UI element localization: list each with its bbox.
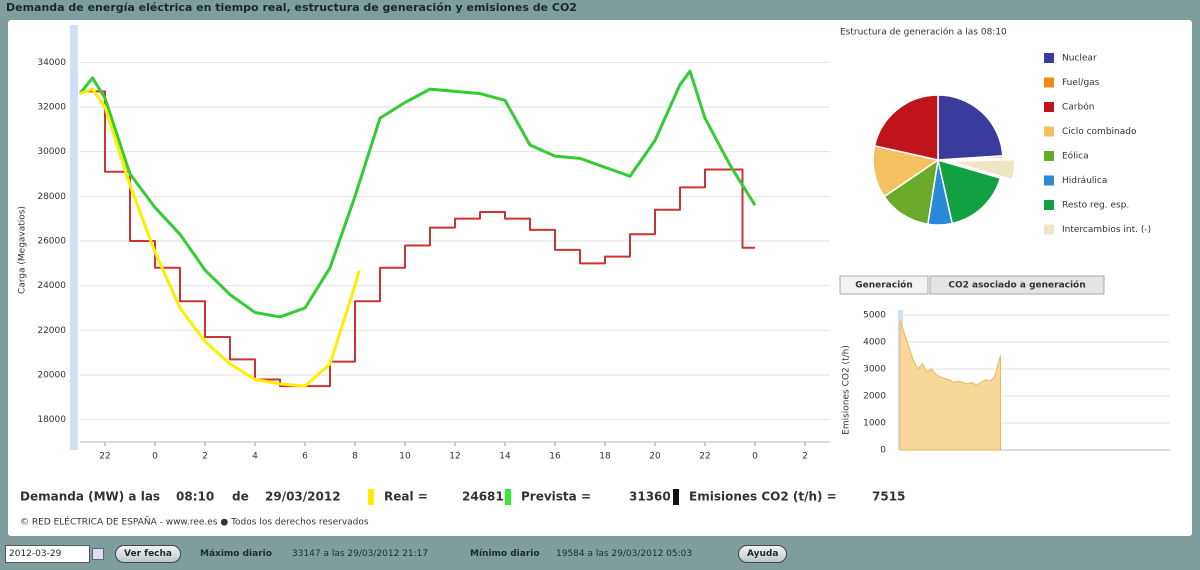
summary-item-label: Real = (384, 490, 428, 504)
pie-slice (936, 158, 1002, 225)
toolbar: 2012-03-29 Ver fecha Máximo diario 33147… (0, 540, 1200, 570)
summary-date: 29/03/2012 (265, 490, 341, 504)
help-button[interactable]: Ayuda (738, 545, 788, 563)
max-value: 33147 a las 29/03/2012 21:17 (292, 549, 429, 559)
min-value: 19584 a las 29/03/2012 05:03 (556, 549, 693, 559)
legend-swatch (1044, 175, 1054, 186)
date-button[interactable]: Ver fecha (115, 545, 181, 563)
x-tick-label: 4 (252, 452, 258, 462)
legend-label: Hidráulica (1062, 176, 1107, 186)
y-tick-label: 24000 (37, 281, 66, 291)
summary-item-value: 24681 (462, 490, 504, 504)
x-tick-label: 2 (802, 452, 808, 462)
pie-title: Estructura de generación a las 08:10 (840, 27, 1007, 38)
y-tick-label: 32000 (37, 103, 66, 113)
summary-item-value: 31360 (629, 490, 671, 504)
summary: Demanda (MW) a las 08:10 de 29/03/2012 (20, 490, 341, 504)
calendar-icon[interactable] (92, 548, 104, 560)
legend-swatch (673, 489, 679, 505)
axis-band (70, 25, 78, 450)
y-tick-label: 2000 (863, 392, 886, 402)
tab[interactable] (839, 275, 929, 295)
legend-swatch (1044, 151, 1054, 161)
pie-slice (873, 94, 939, 161)
pie-slice (937, 155, 1004, 161)
x-tick-label: 8 (352, 452, 358, 462)
y-tick-label: 4000 (863, 338, 886, 348)
tab-label[interactable]: Generación (855, 280, 913, 291)
legend-label: Resto reg. esp. (1062, 201, 1129, 211)
pie-slice (937, 94, 1004, 161)
series-line (80, 90, 755, 388)
y-tick-label: 22000 (37, 326, 66, 336)
y-tick-label: 5000 (863, 311, 886, 321)
legend-swatch (1044, 200, 1054, 210)
y-tick-label: 34000 (37, 58, 66, 68)
x-tick-label: 12 (449, 452, 460, 462)
x-tick-label: 0 (152, 452, 158, 462)
legend-label: Nuclear (1062, 54, 1097, 64)
x-tick-label: 6 (302, 452, 308, 462)
summary-label: Demanda (MW) a las (20, 490, 160, 504)
x-tick-label: 22 (99, 452, 110, 462)
x-tick-label: 0 (752, 452, 758, 462)
x-tick-label: 2 (202, 452, 208, 462)
legend-swatch (368, 489, 374, 505)
x-tick-label: 14 (499, 452, 511, 462)
legend-swatch (1044, 126, 1054, 137)
pie-slice (949, 158, 1016, 181)
legend-swatch (1044, 224, 1054, 235)
y-tick-label: 18000 (37, 415, 66, 425)
legend-swatch (1044, 77, 1054, 88)
legend-label: Fuel/gas (1062, 78, 1100, 88)
tab-label[interactable]: CO2 asociado a generación (948, 280, 1085, 291)
x-tick-label: 22 (699, 452, 710, 462)
legend-label: Eólica (1062, 151, 1089, 162)
panel: Carga (Megavatios) Estructura de generac… (8, 20, 1192, 536)
max-label: Máximo diario (200, 549, 272, 559)
y-axis-label: Emisiones CO2 (t/h) (842, 345, 852, 435)
x-tick-label: 20 (649, 452, 661, 462)
charts: Carga (Megavatios) Estructura de generac… (18, 25, 1170, 528)
area (899, 320, 1002, 451)
legend-swatch (505, 489, 511, 505)
window-title: Demanda de energía eléctrica en tiempo r… (6, 1, 577, 14)
y-tick-label: 30000 (37, 147, 66, 157)
y-tick-label: 3000 (863, 365, 886, 375)
x-tick-label: 18 (599, 452, 611, 462)
y-tick-label: 0 (880, 446, 886, 456)
legend-swatch (1044, 102, 1054, 112)
x-tick-label: 16 (549, 452, 561, 462)
legend-label: Carbón (1062, 102, 1094, 113)
min-label: Mínimo diario (470, 549, 540, 559)
summary-time: 08:10 (176, 490, 214, 504)
y-tick-label: 1000 (863, 419, 886, 429)
summary-of: de (232, 490, 249, 504)
y-tick-label: 20000 (37, 371, 66, 381)
y-tick-label: 26000 (37, 237, 66, 247)
summary-item-label: Prevista = (521, 490, 591, 504)
legend-label: Ciclo combinado (1062, 127, 1137, 137)
x-tick-label: 10 (399, 452, 411, 462)
series-line (78, 69, 757, 319)
legend-swatch (1044, 53, 1054, 63)
y-tick-label: 28000 (37, 192, 66, 202)
copyright: © RED ELÉCTRICA DE ESPAÑA - www.ree.es ●… (20, 516, 369, 528)
summary-item-label: Emisiones CO2 (t/h) = (689, 490, 837, 504)
y-axis-label: Carga (Megavatios) (18, 206, 28, 294)
summary-item-value: 7515 (872, 490, 905, 504)
tab[interactable] (929, 275, 1105, 295)
date-input[interactable]: 2012-03-29 (5, 545, 90, 563)
series-line (79, 87, 361, 388)
legend-label: Intercambios int. (-) (1062, 225, 1151, 235)
